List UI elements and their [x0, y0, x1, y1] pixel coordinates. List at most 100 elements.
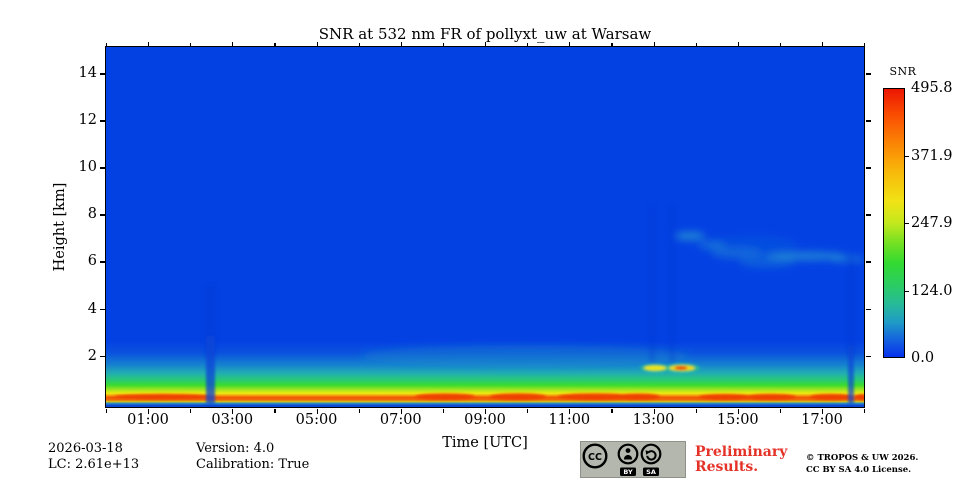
version-text: Version: 4.0 [196, 441, 275, 456]
x-tick-mark [653, 409, 655, 414]
x-tick-mark [400, 409, 402, 414]
preliminary-line2: Results. [695, 459, 759, 475]
x-tick-mark [527, 42, 529, 46]
y-tick-mark [100, 261, 105, 263]
x-tick-label: 11:00 [548, 412, 591, 428]
preliminary-line1: Preliminary [695, 444, 788, 460]
x-tick-mark [569, 409, 571, 414]
y-tick-mark [100, 73, 105, 75]
x-tick-mark [190, 409, 192, 413]
x-tick-mark [527, 409, 529, 413]
y-tick-mark [100, 214, 105, 216]
by-tag-label: BY [623, 468, 633, 476]
y-tick-mark [866, 73, 871, 75]
x-tick-label: 05:00 [295, 412, 338, 428]
x-tick-mark [232, 41, 234, 46]
x-tick-mark [148, 41, 150, 46]
y-tick-label: 12 [78, 112, 97, 129]
copyright-line2: CC BY SA 4.0 License. [806, 464, 912, 475]
y-tick-label: 2 [87, 347, 97, 364]
x-tick-mark [105, 42, 108, 46]
x-tick-mark [232, 409, 234, 414]
person-by-icon [617, 443, 639, 465]
x-tick-mark [864, 409, 866, 413]
y-tick-mark [100, 167, 105, 169]
preliminary-results-note: Preliminary Results. [695, 445, 787, 475]
y-tick-mark [866, 355, 871, 357]
y-tick-mark [866, 214, 871, 216]
y-tick-mark [866, 308, 871, 310]
x-tick-mark [316, 409, 318, 414]
colorbar-tick-label: 247.9 [911, 215, 953, 231]
x-tick-mark [274, 409, 276, 413]
x-tick-mark [442, 409, 445, 413]
y-tick-label: 4 [87, 300, 97, 317]
y-tick-mark [866, 167, 871, 169]
x-tick-mark [779, 409, 782, 413]
x-tick-mark [569, 41, 571, 46]
x-tick-mark [737, 41, 739, 46]
plot-title: SNR at 532 nm FR of pollyxt_uw at Warsaw [318, 25, 652, 43]
x-tick-mark [611, 42, 613, 46]
cc-by-sa-badge: CC BY SA [580, 441, 686, 478]
x-tick-mark [695, 42, 697, 46]
y-tick-label: 8 [87, 206, 97, 223]
y-tick-label: 10 [78, 159, 97, 176]
low-cloud-echoes [640, 363, 700, 373]
y-tick-label: 6 [87, 253, 97, 270]
x-tick-mark [358, 42, 360, 46]
x-tick-mark [485, 41, 487, 46]
sa-tag [643, 467, 659, 476]
x-tick-label: 03:00 [211, 412, 254, 428]
x-tick-label: 15:00 [716, 412, 759, 428]
share-alike-icon [640, 443, 662, 465]
y-tick-mark [866, 261, 871, 263]
snr-heatmap [105, 46, 865, 408]
x-tick-mark [105, 409, 108, 413]
low-snr-streaks [205, 256, 855, 404]
colorbar-tick-mark [905, 290, 909, 292]
x-tick-mark [779, 42, 782, 46]
faint-streaks [649, 206, 675, 362]
x-tick-mark [611, 409, 613, 413]
band-red-maxima [114, 393, 865, 400]
x-tick-label: 07:00 [379, 412, 422, 428]
sa-tag-label: SA [646, 468, 656, 476]
cc-icon-label: CC [588, 452, 602, 463]
x-tick-label: 17:00 [801, 412, 843, 428]
lidar-constant: LC: 2.61e+13 [48, 457, 140, 472]
x-tick-label: 09:00 [464, 412, 506, 428]
x-axis-label: Time [UTC] [442, 435, 528, 451]
midday-mixing-bump [360, 345, 690, 367]
x-tick-mark [485, 409, 487, 414]
x-tick-mark [737, 409, 739, 414]
copyright-note: © TROPOS & UW 2026. CC BY SA 4.0 License… [806, 453, 918, 476]
colorbar-tick-label: 124.0 [911, 282, 953, 299]
x-tick-mark [400, 41, 402, 46]
x-tick-mark [864, 42, 866, 46]
x-tick-mark [442, 42, 445, 46]
y-tick-mark [866, 120, 871, 122]
measurement-date: 2026-03-18 [48, 441, 123, 456]
copyright-line1: © TROPOS & UW 2026. [806, 453, 919, 463]
by-tag [620, 467, 636, 476]
x-tick-mark [822, 409, 824, 414]
x-tick-mark [190, 42, 192, 46]
y-tick-mark [100, 355, 105, 357]
colorbar-tick-label: 0.0 [911, 350, 935, 366]
x-tick-mark [358, 409, 360, 413]
x-tick-label: 01:00 [127, 412, 169, 428]
elevated-cloud-layer [675, 232, 865, 268]
x-tick-mark [695, 409, 697, 413]
x-tick-mark [274, 42, 276, 46]
colorbar [883, 88, 905, 358]
plot-frame [105, 46, 865, 408]
colorbar-tick-label: 371.9 [911, 147, 953, 164]
calibration-text: Calibration: True [196, 457, 310, 472]
cc-icon: CC [582, 443, 608, 469]
x-tick-mark [822, 41, 824, 46]
x-tick-label: 13:00 [632, 412, 675, 428]
y-tick-mark [100, 120, 105, 122]
x-tick-mark [653, 41, 655, 46]
